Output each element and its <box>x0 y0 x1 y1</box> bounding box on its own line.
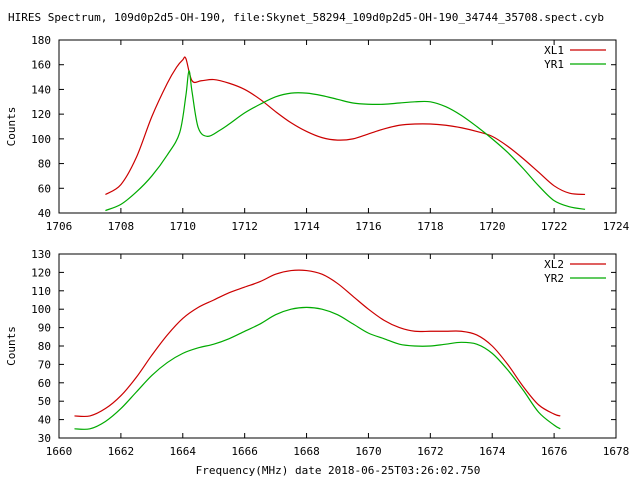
y-tick-label: 120 <box>31 108 51 121</box>
y-tick-label: 80 <box>38 340 51 353</box>
y-tick-label: 40 <box>38 414 51 427</box>
y-tick-label: 40 <box>38 207 51 220</box>
chart-title: HIRES Spectrum, 109d0p2d5-OH-190, file:S… <box>8 11 604 24</box>
series-line-xl1 <box>105 56 586 196</box>
x-tick-label: 1668 <box>293 445 320 458</box>
x-tick-label: 1676 <box>541 445 568 458</box>
x-tick-label: 1666 <box>231 445 258 458</box>
legend-label: XL1 <box>544 44 564 57</box>
series-line-yr2 <box>74 306 561 430</box>
legend-label: YR1 <box>544 58 564 71</box>
x-tick-label: 1678 <box>603 445 630 458</box>
x-tick-label: 1716 <box>355 220 382 233</box>
x-tick-label: 1662 <box>108 445 135 458</box>
y-tick-label: 90 <box>38 322 51 335</box>
y-tick-label: 120 <box>31 266 51 279</box>
y-tick-label: 100 <box>31 303 51 316</box>
x-tick-label: 1720 <box>479 220 506 233</box>
y-tick-label: 70 <box>38 358 51 371</box>
y-tick-label: 50 <box>38 395 51 408</box>
y-tick-label: 110 <box>31 285 51 298</box>
y-tick-label: 100 <box>31 133 51 146</box>
series-line-yr1 <box>105 70 586 212</box>
y-tick-label: 30 <box>38 432 51 445</box>
y-axis-label: Counts <box>5 107 18 147</box>
panel-2: 1660 1662 1664 1666 1668 1670 1672 1674 1676 1678… <box>5 248 629 458</box>
y-tick-label: 80 <box>38 158 51 171</box>
x-axis-label: Frequency(MHz) date 2018-06-25T03:26:02.… <box>196 464 481 477</box>
x-tick-label: 1722 <box>541 220 568 233</box>
y-tick-label: 140 <box>31 83 51 96</box>
x-tick-label: 1672 <box>417 445 444 458</box>
y-tick-label: 130 <box>31 248 51 261</box>
legend-label: YR2 <box>544 272 564 285</box>
x-tick-label: 1660 <box>46 445 73 458</box>
x-tick-label: 1674 <box>479 445 506 458</box>
x-tick-label: 1664 <box>170 445 197 458</box>
x-tick-label: 1710 <box>170 220 197 233</box>
series-line-xl2 <box>74 269 561 418</box>
panel-1: 1706 1708 1710 1712 1714 1716 1718 1720 1722 1724… <box>5 34 630 233</box>
x-tick-label: 1670 <box>355 445 382 458</box>
y-tick-label: 180 <box>31 34 51 47</box>
x-tick-label: 1714 <box>293 220 320 233</box>
y-axis-label: Counts <box>5 326 18 366</box>
x-tick-label: 1718 <box>417 220 444 233</box>
legend-label: XL2 <box>544 258 564 271</box>
x-tick-label: 1712 <box>231 220 258 233</box>
x-tick-label: 1706 <box>46 220 73 233</box>
y-tick-label: 160 <box>31 59 51 72</box>
plot-frame <box>58 253 617 439</box>
x-tick-label: 1708 <box>108 220 135 233</box>
x-tick-label: 1724 <box>603 220 630 233</box>
y-tick-label: 60 <box>38 182 51 195</box>
y-tick-label: 60 <box>38 377 51 390</box>
plot-frame <box>58 39 617 214</box>
